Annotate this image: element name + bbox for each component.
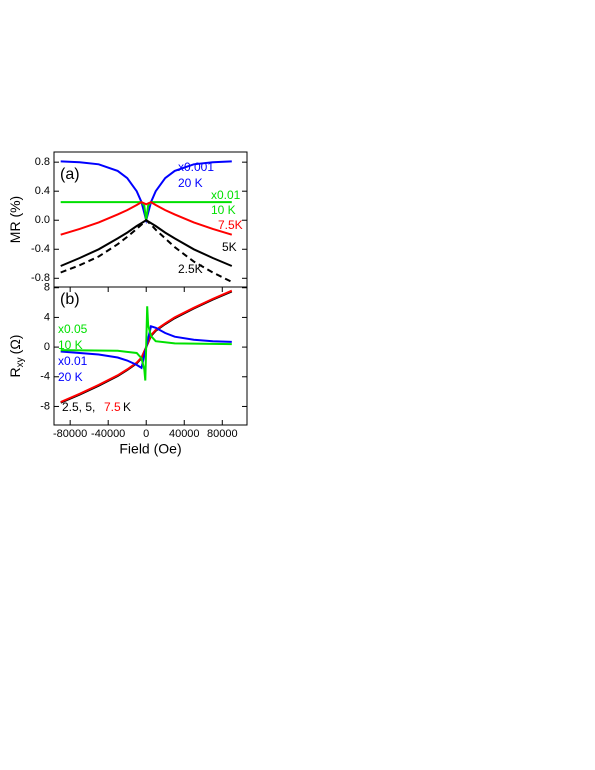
- x-tick-label: 80000: [207, 428, 238, 440]
- y-tick-label: 0: [44, 341, 50, 353]
- annotation: 10 K: [211, 203, 236, 217]
- x-tick-label: -40000: [91, 428, 125, 440]
- data-line: [60, 200, 233, 236]
- y-label-unit: (Ω): [7, 335, 23, 355]
- y-tick-label: -8: [40, 400, 50, 412]
- y-axis-label: MR (%): [7, 196, 23, 243]
- y-label-main: MR (%): [7, 196, 23, 243]
- y-label-main: R: [7, 367, 23, 377]
- data-line: [60, 306, 232, 381]
- annotation: x0.001: [178, 160, 214, 174]
- annotation: (a): [60, 166, 80, 183]
- annotation: 10 K: [58, 338, 83, 352]
- annotation: 20 K: [178, 176, 203, 190]
- plot-area: [60, 289, 233, 404]
- y-tick-label: 0.4: [35, 185, 50, 197]
- y-tick-label: 0.8: [35, 156, 50, 168]
- y-tick-label: 0.0: [35, 214, 50, 226]
- annotation: x0.05: [58, 322, 88, 336]
- y-tick-label: -0.8: [31, 272, 50, 284]
- y-tick-label: 4: [44, 311, 50, 323]
- x-tick-label: 40000: [169, 428, 200, 440]
- x-tick-label: 0: [143, 428, 149, 440]
- y-label-sub: xy: [15, 357, 26, 367]
- annotation: x0.01: [211, 188, 241, 202]
- data-line: [60, 218, 233, 283]
- annotation: K: [123, 400, 131, 414]
- x-tick-label: -80000: [53, 428, 87, 440]
- annotation: 2.5K: [178, 262, 203, 276]
- annotation: 5K: [222, 240, 237, 254]
- y-tick-label: -0.4: [31, 243, 50, 255]
- y-axis-label: Rxy (Ω): [7, 335, 26, 378]
- annotation: 20 K: [58, 370, 83, 384]
- y-tick-label: 8: [44, 282, 50, 294]
- annotation: (b): [60, 291, 80, 308]
- plot-frame: [53, 286, 248, 426]
- annotation: 7.5: [104, 400, 121, 414]
- plot-area: [60, 160, 233, 283]
- y-tick-label: -4: [40, 371, 50, 383]
- annotation: 7.5K: [218, 218, 243, 232]
- annotation: x0.01: [58, 354, 88, 368]
- annotation: 2.5, 5,: [62, 400, 95, 414]
- x-axis-label: Field (Oe): [119, 441, 181, 457]
